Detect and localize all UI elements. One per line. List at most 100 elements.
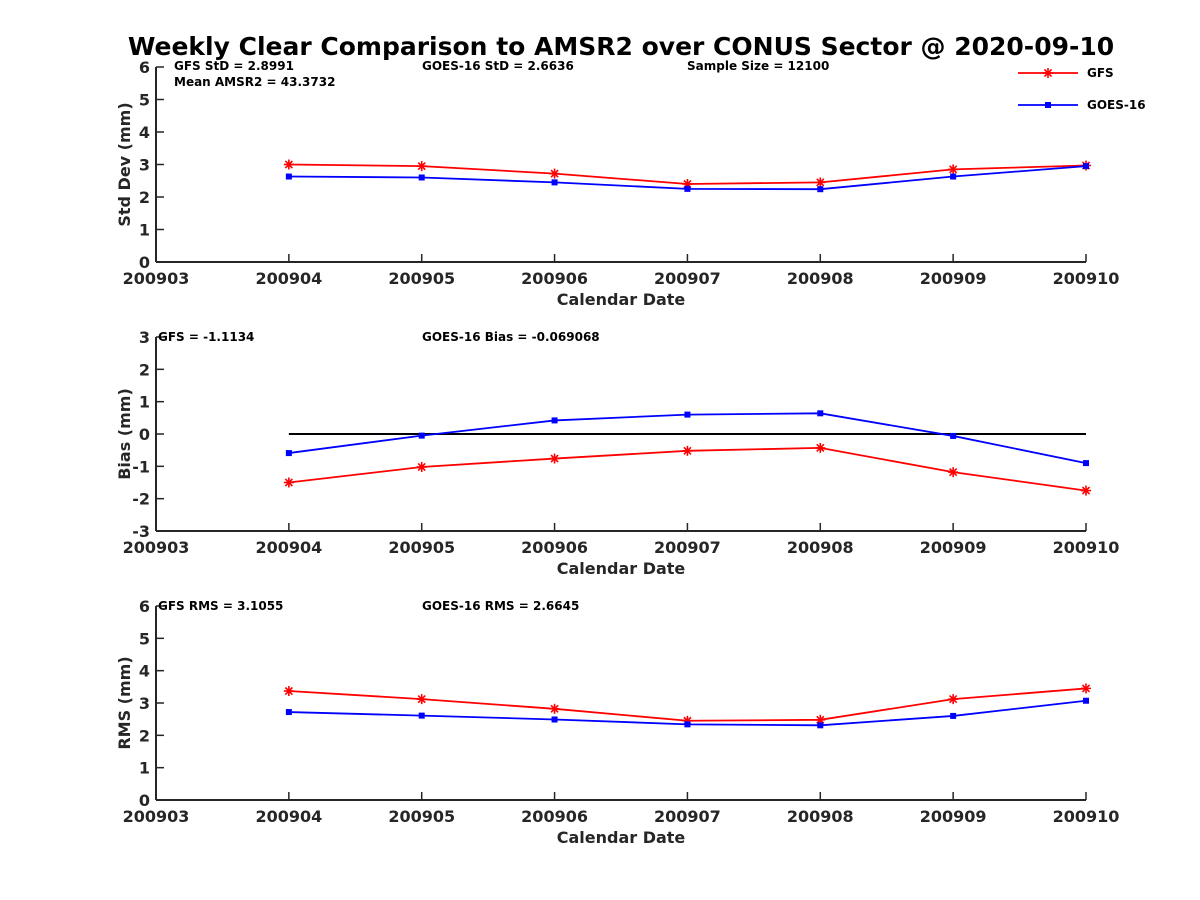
x-tick-label: 200906 bbox=[521, 538, 588, 557]
y-tick-label: 3 bbox=[139, 694, 150, 713]
data-point-gfs bbox=[1081, 683, 1091, 694]
data-point-gfs bbox=[1081, 485, 1091, 496]
x-tick-label: 200905 bbox=[388, 538, 455, 557]
x-tick-label: 200908 bbox=[787, 538, 854, 557]
data-point-gfs bbox=[948, 164, 959, 175]
data-point-gfs bbox=[948, 694, 959, 705]
data-point-goes-16 bbox=[285, 450, 292, 457]
x-tick-label: 200909 bbox=[920, 269, 987, 288]
x-tick-label: 200903 bbox=[123, 807, 190, 826]
x-tick-label: 200903 bbox=[123, 269, 190, 288]
legend-marker bbox=[1045, 102, 1051, 108]
data-point-gfs bbox=[948, 467, 959, 478]
y-tick-label: 2 bbox=[139, 188, 150, 207]
data-point-gfs bbox=[815, 442, 826, 453]
y-tick-label: 1 bbox=[139, 759, 150, 778]
data-point-gfs bbox=[283, 477, 294, 488]
y-tick-label: 3 bbox=[139, 156, 150, 175]
x-tick-label: 200905 bbox=[388, 807, 455, 826]
panel-3: 0 1 2 3 4 5 6 200903 200904 200905 200906 200907 200… bbox=[115, 597, 1119, 847]
data-point-goes-16 bbox=[1083, 460, 1089, 467]
x-tick-label: 200904 bbox=[255, 807, 322, 826]
legend-entry-goes-16: GOES-16 bbox=[1018, 98, 1146, 112]
y-tick-label: 4 bbox=[139, 662, 150, 681]
y-tick-label: 1 bbox=[139, 221, 150, 240]
data-point-goes-16 bbox=[551, 179, 558, 186]
data-point-goes-16 bbox=[817, 186, 824, 193]
data-point-goes-16 bbox=[418, 432, 425, 439]
x-tick-label: 200907 bbox=[654, 538, 721, 557]
data-point-gfs bbox=[416, 161, 427, 172]
y-tick-label: 1 bbox=[139, 393, 150, 412]
y-tick-label: 3 bbox=[139, 328, 150, 347]
data-point-goes-16 bbox=[551, 716, 558, 723]
x-tick-label: 200905 bbox=[388, 269, 455, 288]
x-tick-label: 200908 bbox=[787, 269, 854, 288]
x-axis-label: Calendar Date bbox=[557, 290, 686, 309]
legend-marker bbox=[1043, 68, 1053, 78]
data-point-gfs bbox=[682, 445, 693, 456]
y-tick-label: 4 bbox=[139, 123, 150, 142]
x-tick-label: 200904 bbox=[255, 269, 322, 288]
y-tick-label: 0 bbox=[139, 253, 150, 272]
panel-1: 0 1 2 3 4 5 6 200903 200904 200905 200906 200907 200… bbox=[115, 58, 1119, 309]
x-tick-label: 200909 bbox=[920, 807, 987, 826]
y-tick-label: 0 bbox=[139, 425, 150, 444]
y-tick-label: -3 bbox=[132, 522, 150, 541]
data-point-gfs bbox=[283, 686, 294, 697]
stat-annotation: GOES-16 RMS = 2.6645 bbox=[422, 599, 579, 613]
x-tick-label: 200910 bbox=[1053, 807, 1120, 826]
y-axis-label: RMS (mm) bbox=[115, 656, 134, 749]
legend-entry-gfs: GFS bbox=[1018, 66, 1114, 80]
data-point-gfs bbox=[549, 453, 560, 464]
data-point-goes-16 bbox=[684, 411, 691, 418]
y-tick-label: 6 bbox=[139, 58, 150, 77]
data-point-goes-16 bbox=[285, 173, 292, 180]
y-tick-label: 0 bbox=[139, 791, 150, 810]
data-point-goes-16 bbox=[950, 173, 957, 180]
data-point-goes-16 bbox=[817, 722, 824, 729]
data-point-goes-16 bbox=[684, 721, 691, 728]
x-tick-label: 200906 bbox=[521, 269, 588, 288]
y-tick-label: -2 bbox=[132, 490, 150, 509]
y-tick-label: 2 bbox=[139, 360, 150, 379]
data-point-gfs bbox=[416, 461, 427, 472]
chart-title: Weekly Clear Comparison to AMSR2 over CO… bbox=[128, 32, 1114, 61]
stat-annotation: GFS = -1.1134 bbox=[158, 330, 254, 344]
x-axis-label: Calendar Date bbox=[557, 559, 686, 578]
data-point-goes-16 bbox=[684, 185, 691, 192]
data-point-goes-16 bbox=[950, 432, 957, 439]
data-point-goes-16 bbox=[418, 174, 425, 181]
data-point-gfs bbox=[416, 694, 427, 705]
stat-annotation: GOES-16 StD = 2.6636 bbox=[422, 59, 574, 73]
x-tick-label: 200908 bbox=[787, 807, 854, 826]
y-axis-label: Bias (mm) bbox=[115, 388, 134, 480]
x-tick-label: 200907 bbox=[654, 807, 721, 826]
data-point-goes-16 bbox=[950, 712, 957, 719]
y-tick-label: 2 bbox=[139, 726, 150, 745]
stat-annotation: GFS RMS = 3.1055 bbox=[158, 599, 283, 613]
stat-annotation: GFS StD = 2.8991 bbox=[174, 59, 294, 73]
x-tick-label: 200906 bbox=[521, 807, 588, 826]
data-point-goes-16 bbox=[551, 417, 558, 424]
data-point-gfs bbox=[549, 168, 560, 179]
data-point-goes-16 bbox=[285, 709, 292, 716]
x-tick-label: 200910 bbox=[1053, 269, 1120, 288]
x-tick-label: 200909 bbox=[920, 538, 987, 557]
y-tick-label: -1 bbox=[132, 457, 150, 476]
data-point-goes-16 bbox=[418, 712, 425, 719]
panel-2: -3 -2 -1 0 1 2 3 200903 200904 200905 200906 200907… bbox=[115, 328, 1119, 578]
y-tick-label: 6 bbox=[139, 597, 150, 616]
legend-label: GOES-16 bbox=[1087, 98, 1146, 112]
legend-label: GFS bbox=[1087, 66, 1114, 80]
y-axis-label: Std Dev (mm) bbox=[115, 102, 134, 226]
data-point-goes-16 bbox=[1083, 163, 1089, 170]
x-tick-label: 200903 bbox=[123, 538, 190, 557]
stat-annotation: Sample Size = 12100 bbox=[687, 59, 829, 73]
x-tick-label: 200910 bbox=[1053, 538, 1120, 557]
y-tick-label: 5 bbox=[139, 629, 150, 648]
x-axis-label: Calendar Date bbox=[557, 828, 686, 847]
y-tick-label: 5 bbox=[139, 91, 150, 110]
stat-annotation: Mean AMSR2 = 43.3732 bbox=[174, 75, 335, 89]
